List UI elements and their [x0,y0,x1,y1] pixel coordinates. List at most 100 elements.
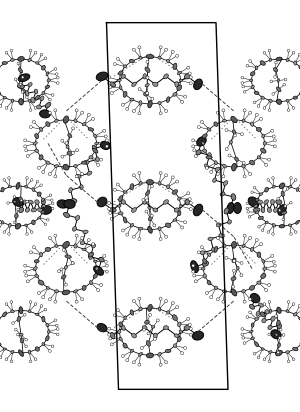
Circle shape [225,256,228,259]
Ellipse shape [201,267,205,270]
Circle shape [171,50,174,53]
Circle shape [103,255,106,258]
Ellipse shape [256,127,262,131]
Ellipse shape [191,261,198,273]
Ellipse shape [202,261,208,266]
Circle shape [26,177,28,179]
Circle shape [249,111,252,114]
Circle shape [49,98,51,101]
Ellipse shape [272,223,276,227]
Circle shape [165,174,168,177]
Circle shape [24,270,27,273]
Ellipse shape [46,161,50,164]
Ellipse shape [152,325,155,328]
Ellipse shape [94,266,103,275]
Circle shape [216,173,219,176]
Ellipse shape [74,244,77,248]
Circle shape [87,239,90,241]
Circle shape [29,126,32,129]
Ellipse shape [9,223,11,227]
Ellipse shape [158,56,161,59]
Ellipse shape [255,66,258,70]
Ellipse shape [13,198,23,206]
Ellipse shape [264,200,268,204]
Ellipse shape [131,208,136,212]
Ellipse shape [122,325,125,330]
Circle shape [189,76,192,79]
Ellipse shape [203,259,207,264]
Ellipse shape [173,344,176,348]
Circle shape [194,154,197,157]
Circle shape [246,207,249,210]
Ellipse shape [1,187,4,192]
Circle shape [165,110,168,112]
Ellipse shape [41,199,45,205]
Ellipse shape [165,223,171,227]
Circle shape [233,260,236,262]
Ellipse shape [214,286,218,290]
Circle shape [189,327,192,330]
Circle shape [287,301,290,303]
Ellipse shape [88,254,93,260]
Circle shape [110,91,113,94]
Ellipse shape [262,260,265,263]
Circle shape [165,48,168,51]
Circle shape [188,72,191,75]
Ellipse shape [139,352,142,356]
Circle shape [292,107,295,109]
Circle shape [132,361,135,364]
Circle shape [171,302,174,304]
Ellipse shape [248,197,259,207]
Ellipse shape [219,234,224,238]
Circle shape [216,111,219,114]
Circle shape [29,360,32,363]
Ellipse shape [64,265,68,269]
Circle shape [81,111,84,114]
Ellipse shape [46,336,49,341]
Circle shape [292,303,295,305]
Circle shape [253,101,256,104]
Ellipse shape [279,225,285,228]
Circle shape [21,76,24,79]
Ellipse shape [64,199,75,208]
Circle shape [176,306,178,309]
Ellipse shape [45,85,50,89]
Circle shape [146,76,149,79]
Ellipse shape [165,349,171,353]
Circle shape [10,49,13,52]
Ellipse shape [146,341,151,346]
Circle shape [292,52,295,54]
Ellipse shape [18,68,22,73]
Ellipse shape [132,333,136,338]
Circle shape [290,233,292,235]
Circle shape [263,303,266,305]
Ellipse shape [261,348,264,350]
Circle shape [108,327,111,330]
Ellipse shape [173,219,177,221]
Circle shape [200,246,203,248]
Circle shape [298,53,300,56]
Circle shape [268,360,271,363]
Circle shape [222,300,225,303]
Circle shape [286,188,289,190]
Ellipse shape [28,200,33,204]
Ellipse shape [142,325,147,330]
Ellipse shape [35,149,39,152]
Circle shape [258,225,260,228]
Ellipse shape [286,351,289,353]
Ellipse shape [110,82,116,87]
Ellipse shape [74,290,78,293]
Ellipse shape [41,198,44,201]
Circle shape [51,94,54,96]
Circle shape [108,82,111,85]
Circle shape [242,162,245,164]
Circle shape [249,311,251,314]
Circle shape [14,221,16,224]
Circle shape [92,243,94,246]
Ellipse shape [54,290,58,293]
Ellipse shape [132,82,136,87]
Ellipse shape [269,309,272,314]
Ellipse shape [208,152,211,158]
Circle shape [49,194,52,197]
Circle shape [241,133,244,136]
